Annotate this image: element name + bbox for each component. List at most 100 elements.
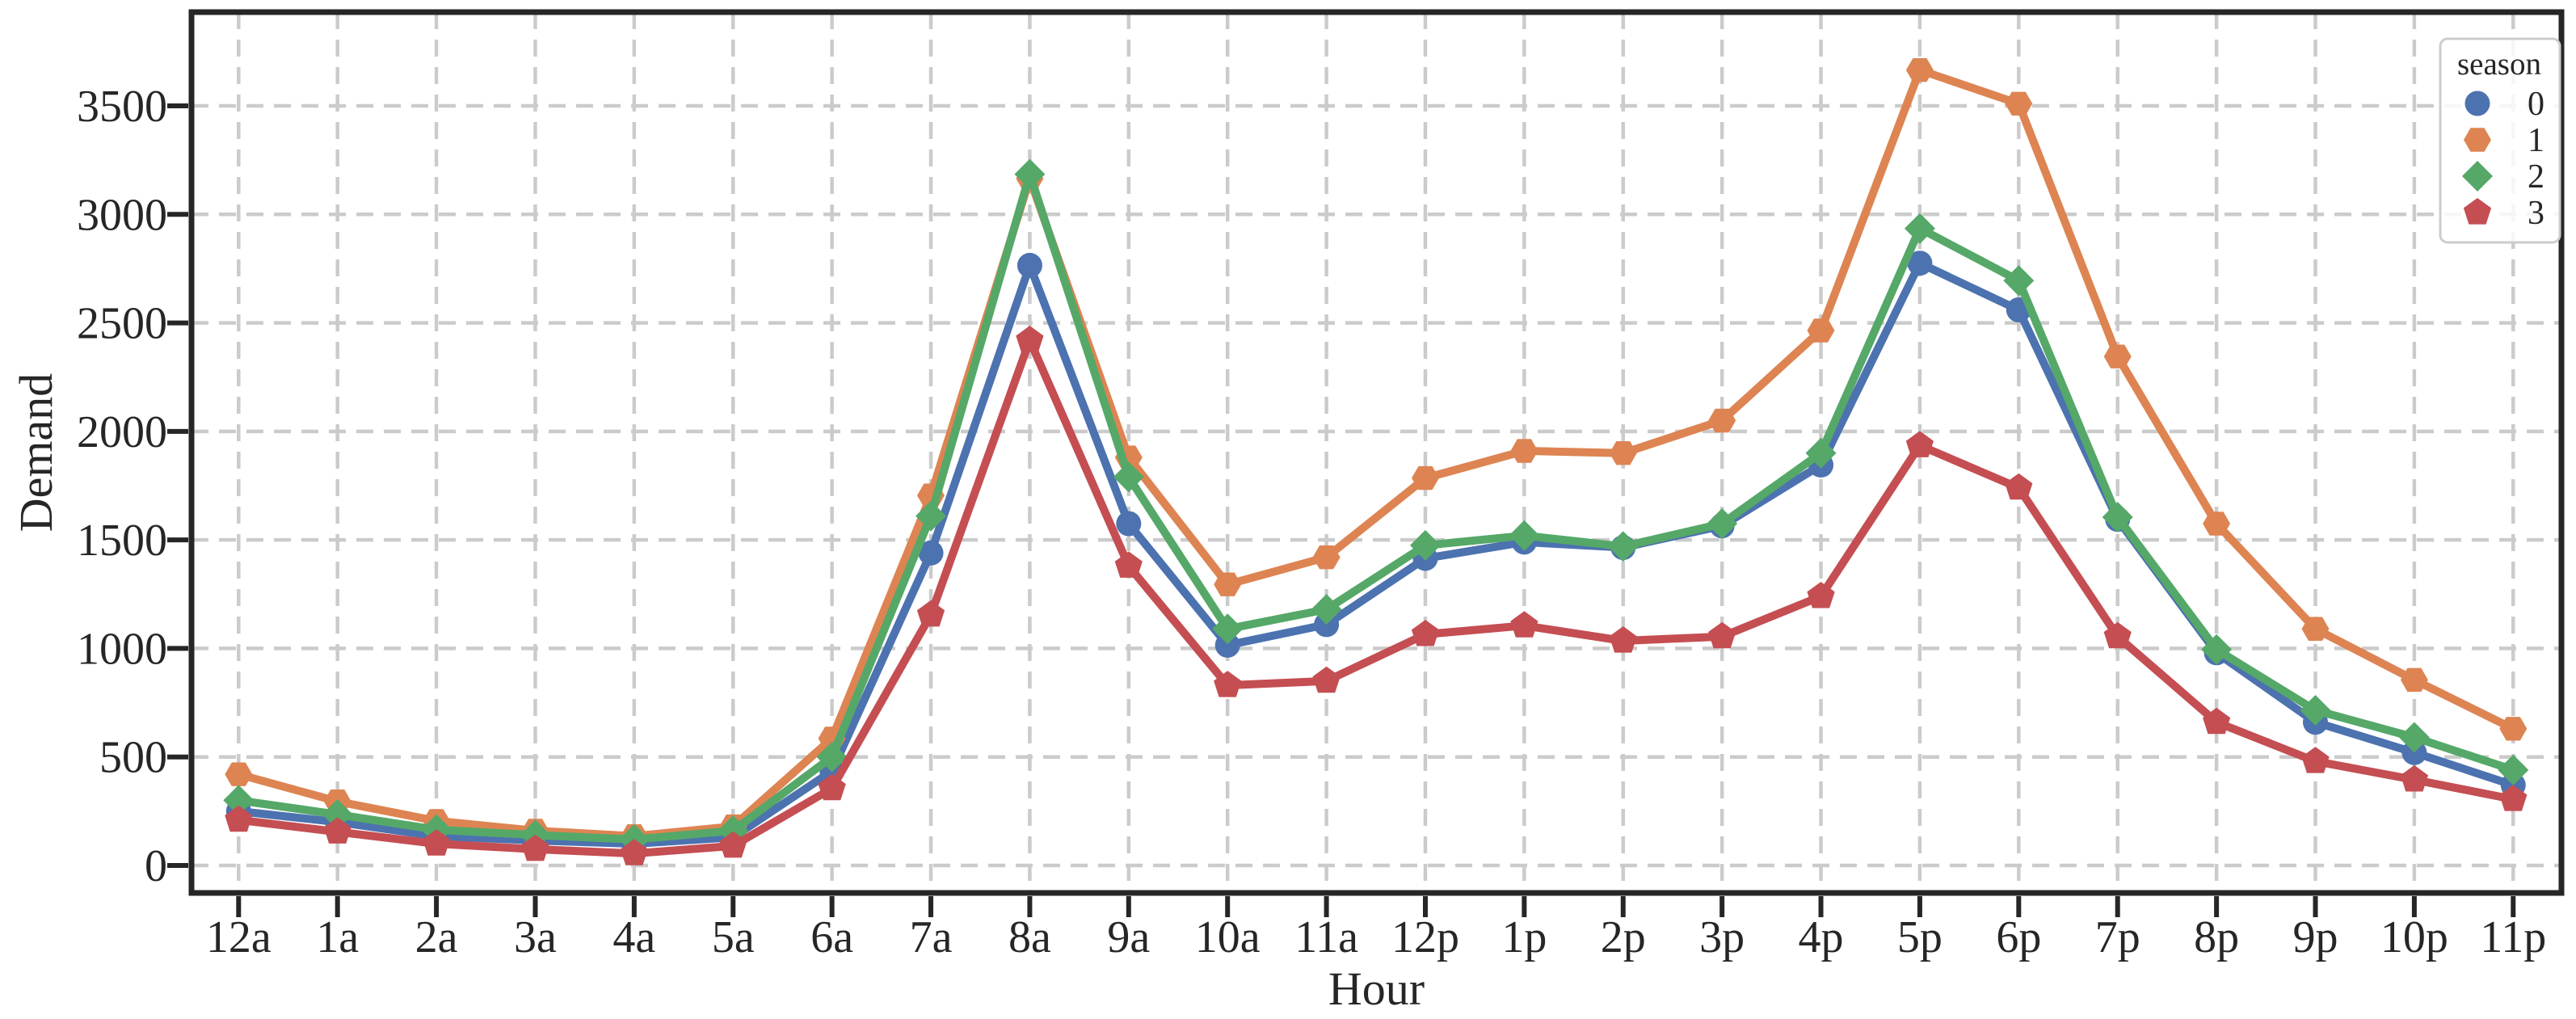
marker-circle-0 (1907, 251, 1933, 276)
y-tick-label: 500 (99, 733, 167, 783)
marker-pentagon-3 (2203, 707, 2231, 735)
x-axis-label: Hour (1328, 962, 1425, 1015)
plot-spines (188, 9, 2565, 896)
x-tick-label: 1a (316, 912, 359, 962)
marker-circle-0 (1017, 252, 1042, 278)
marker-diamond-2 (223, 785, 255, 816)
marker-diamond-2 (2498, 754, 2529, 785)
marker-pentagon-3 (2005, 473, 2033, 500)
marker-pentagon-3 (719, 831, 747, 858)
marker-pentagon-3 (1905, 431, 1934, 457)
marker-hexagon-1 (2301, 617, 2330, 641)
marker-diamond-2 (2201, 634, 2233, 665)
legend-label: 1 (2528, 122, 2544, 159)
marker-hexagon-1 (225, 762, 253, 786)
marker-diamond-2 (322, 798, 353, 830)
marker-diamond-2 (1904, 213, 1935, 244)
axes-layer: 12a 1a 2a 3a 4a 5a 6a 7a 8a 9a 10a 11a 12p 1p 2p 3p 4p 5p… (10, 82, 2546, 1015)
legend-label: 3 (2528, 195, 2544, 232)
marker-pentagon-3 (2499, 785, 2528, 811)
legend-entry-3: 3 (2463, 195, 2544, 232)
x-tick-label: 12a (206, 912, 271, 962)
legend-box (2439, 37, 2561, 244)
marker-diamond-2 (1409, 529, 1441, 561)
marker-pentagon-3 (2400, 764, 2428, 792)
marker-diamond-2 (915, 500, 947, 532)
x-tick-label: 4a (612, 912, 655, 962)
marker-pentagon-3 (1214, 671, 1242, 697)
marker-hexagon-1 (1312, 545, 1341, 570)
marker-pentagon-3 (1016, 326, 1044, 352)
marker-diamond-2 (816, 741, 848, 773)
y-tick-label: 2000 (77, 407, 167, 457)
marker-hexagon-1 (2005, 91, 2033, 116)
y-tick-label: 0 (145, 841, 167, 891)
marker-pentagon-3 (1114, 551, 1143, 578)
x-tick-label: 8p (2194, 912, 2239, 962)
legend-entry-2: 2 (2462, 158, 2544, 196)
marker-pentagon-3 (818, 773, 846, 801)
marker-pentagon-3 (521, 834, 549, 861)
x-tick-label: 3a (514, 912, 557, 962)
marker-hexagon-1 (2103, 344, 2132, 368)
legend-label: 2 (2528, 158, 2544, 196)
marker-pentagon-3 (2301, 747, 2330, 773)
grid-layer (192, 12, 2561, 893)
marker-hexagon-1 (1412, 465, 1439, 491)
circle-icon (2464, 91, 2490, 116)
y-tick-label: 2500 (77, 299, 167, 349)
x-tick-label: 10a (1195, 912, 1261, 962)
marker-hexagon-1 (2499, 717, 2528, 741)
x-tick-label: 11p (2480, 912, 2546, 962)
diamond-icon (2462, 161, 2493, 192)
marker-hexagon-1 (1510, 439, 1538, 463)
x-tick-label: 5p (1897, 912, 1943, 962)
marker-diamond-2 (2102, 501, 2133, 533)
x-tick-label: 3p (1699, 912, 1745, 962)
marker-hexagon-1 (1708, 408, 1736, 433)
marker-pentagon-3 (1609, 626, 1637, 653)
legend-entry-1: 1 (2464, 122, 2544, 159)
marker-pentagon-3 (1312, 666, 1341, 693)
marker-pentagon-3 (1708, 621, 1736, 649)
x-tick-label: 4p (1799, 912, 1844, 962)
marker-circle-0 (918, 540, 944, 566)
marker-hexagon-1 (1214, 572, 1242, 596)
series-2 (223, 158, 2529, 855)
y-tick-label: 3000 (77, 190, 167, 240)
marker-hexagon-1 (1807, 318, 1835, 343)
marker-diamond-2 (1212, 613, 1244, 645)
marker-diamond-2 (1607, 531, 1639, 562)
marker-hexagon-1 (2203, 512, 2231, 536)
marker-diamond-2 (1014, 158, 1046, 190)
marker-pentagon-3 (2103, 621, 2132, 649)
x-tick-label: 5a (712, 912, 755, 962)
marker-pentagon-3 (620, 839, 648, 865)
x-tick-label: 9p (2292, 912, 2338, 962)
legend-title: season (2457, 47, 2541, 82)
marker-pentagon-3 (423, 829, 451, 856)
hexagon-icon (2464, 128, 2491, 152)
x-tick-label: 2p (1601, 912, 1646, 962)
marker-hexagon-1 (1609, 441, 1637, 465)
marker-diamond-2 (1113, 461, 1144, 493)
x-tick-label: 12p (1391, 912, 1459, 962)
marker-diamond-2 (2398, 722, 2430, 753)
y-tick-label: 1000 (77, 624, 167, 674)
marker-pentagon-3 (323, 817, 351, 844)
x-tick-label: 11a (1294, 912, 1358, 962)
x-tick-label: 7p (2095, 912, 2140, 962)
marker-pentagon-3 (1510, 611, 1538, 638)
marker-pentagon-3 (916, 600, 945, 627)
x-tick-label: 9a (1107, 912, 1150, 962)
series-line-3 (234, 336, 2518, 858)
pentagon-icon (2463, 198, 2492, 225)
marker-diamond-2 (2300, 694, 2331, 726)
marker-diamond-2 (1509, 520, 1540, 551)
legend-entry-0: 0 (2464, 86, 2544, 123)
marker-diamond-2 (2003, 265, 2035, 297)
legend-label: 0 (2528, 86, 2544, 123)
